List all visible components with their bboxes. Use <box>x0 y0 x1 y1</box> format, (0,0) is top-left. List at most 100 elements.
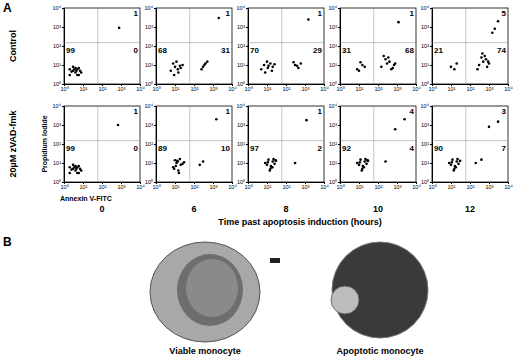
point <box>361 64 364 67</box>
point <box>269 62 272 65</box>
quadrant-percent: 1 <box>318 9 323 18</box>
tick-mark <box>154 106 156 107</box>
tick: 10¹ <box>145 160 156 166</box>
tick-label: 10³ <box>302 86 310 92</box>
point <box>179 65 182 68</box>
point <box>179 158 182 161</box>
tick-label: 10⁴ <box>237 103 246 109</box>
point <box>387 56 390 59</box>
tick-mark <box>62 65 64 66</box>
tick-mark <box>62 8 64 9</box>
quadrant-percent: 31 <box>221 46 230 55</box>
point <box>75 69 78 72</box>
data-points <box>248 8 324 84</box>
tick-label: 10¹ <box>237 160 245 166</box>
y-axis-title: Propidium Iodide <box>41 115 49 172</box>
panel: 10⁰10¹10²10³10⁴10⁰10¹10²10³10⁴16831 <box>145 5 238 92</box>
tick-label: 10¹ <box>421 62 429 68</box>
x-axis: 10⁰10¹10²10³10⁴ <box>60 182 145 190</box>
tick-label: 10⁰ <box>152 86 160 92</box>
point <box>384 58 387 61</box>
axis-line <box>246 107 249 183</box>
tick: 10¹ <box>53 160 64 166</box>
tick: 10¹ <box>329 160 340 166</box>
tick: 10³ <box>118 84 126 92</box>
tick-mark <box>62 106 64 107</box>
tick-label: 10³ <box>210 86 218 92</box>
tick: 10⁴ <box>329 5 340 11</box>
data-points <box>340 106 416 182</box>
data-points <box>432 106 508 182</box>
tick: 10⁴ <box>504 182 513 190</box>
point <box>359 61 362 64</box>
tick: 10² <box>467 182 475 190</box>
quadrant-percent: 4 <box>410 107 415 116</box>
tick: 10⁰ <box>421 81 432 87</box>
quadrant-percent: 5 <box>502 9 507 18</box>
point <box>480 158 483 161</box>
tick-mark <box>338 65 340 66</box>
tick: 10⁰ <box>145 179 156 185</box>
tick: 10¹ <box>172 84 180 92</box>
point <box>271 69 274 72</box>
y-axis: 10⁰10¹10²10³10⁴ <box>237 103 249 185</box>
gate-line <box>465 106 466 182</box>
nucleus-inner <box>186 259 238 317</box>
x-axis: 10⁰10¹10²10³10⁴ <box>244 84 329 92</box>
tick-label: 10² <box>467 184 475 190</box>
point <box>77 165 80 168</box>
gate-line <box>373 8 374 84</box>
tick-label: 10² <box>191 86 199 92</box>
point <box>75 167 78 170</box>
gate-line <box>189 106 190 182</box>
tick-mark <box>338 144 340 145</box>
tick: 10⁰ <box>152 182 160 190</box>
tick: 10¹ <box>53 62 64 68</box>
tick-label: 10² <box>375 184 383 190</box>
point <box>394 62 397 65</box>
tick-label: 10³ <box>118 184 126 190</box>
point <box>176 68 179 71</box>
tick-mark <box>246 144 248 145</box>
point <box>200 68 203 71</box>
tick: 10⁴ <box>53 103 64 109</box>
point <box>493 28 496 31</box>
tick: 10⁴ <box>53 5 64 11</box>
y-axis: 10⁰10¹10²10³10⁴ <box>421 103 433 185</box>
image-label: Apoptotic monocyte <box>337 346 424 356</box>
data-points <box>64 8 140 84</box>
point <box>198 164 201 167</box>
point <box>266 161 269 164</box>
tick-label: 10³ <box>394 86 402 92</box>
point <box>481 52 484 55</box>
point <box>397 21 400 24</box>
tick-label: 10¹ <box>448 184 456 190</box>
quadrant-percent: 0 <box>134 144 139 153</box>
tick-label: 10¹ <box>329 62 337 68</box>
tick-label: 10² <box>99 184 107 190</box>
axis-line <box>430 107 433 183</box>
tick: 10⁰ <box>237 81 248 87</box>
tick-label: 10³ <box>302 184 310 190</box>
tick-label: 10⁴ <box>145 103 154 109</box>
tick-label: 10² <box>237 43 245 49</box>
tick-label: 10⁰ <box>145 179 153 185</box>
gate-line <box>156 42 232 43</box>
tick: 10¹ <box>80 182 88 190</box>
tick: 10² <box>145 141 156 147</box>
tick-mark <box>62 46 64 47</box>
gate-line <box>340 140 416 141</box>
tick: 10² <box>283 84 291 92</box>
panel: 10⁰10¹10²10³10⁴10⁰10¹10²10³10⁴4924 <box>329 103 422 190</box>
tick: 10¹ <box>264 182 272 190</box>
tick-label: 10³ <box>329 122 337 128</box>
axis-line <box>338 107 341 183</box>
point <box>177 169 180 172</box>
gate-line <box>465 8 466 84</box>
tick-label: 10¹ <box>53 62 61 68</box>
quadrant-percent: 0 <box>134 46 139 55</box>
tick: 10³ <box>394 182 402 190</box>
tick-label: 10⁴ <box>145 5 154 11</box>
point <box>271 66 274 69</box>
point <box>362 165 365 168</box>
